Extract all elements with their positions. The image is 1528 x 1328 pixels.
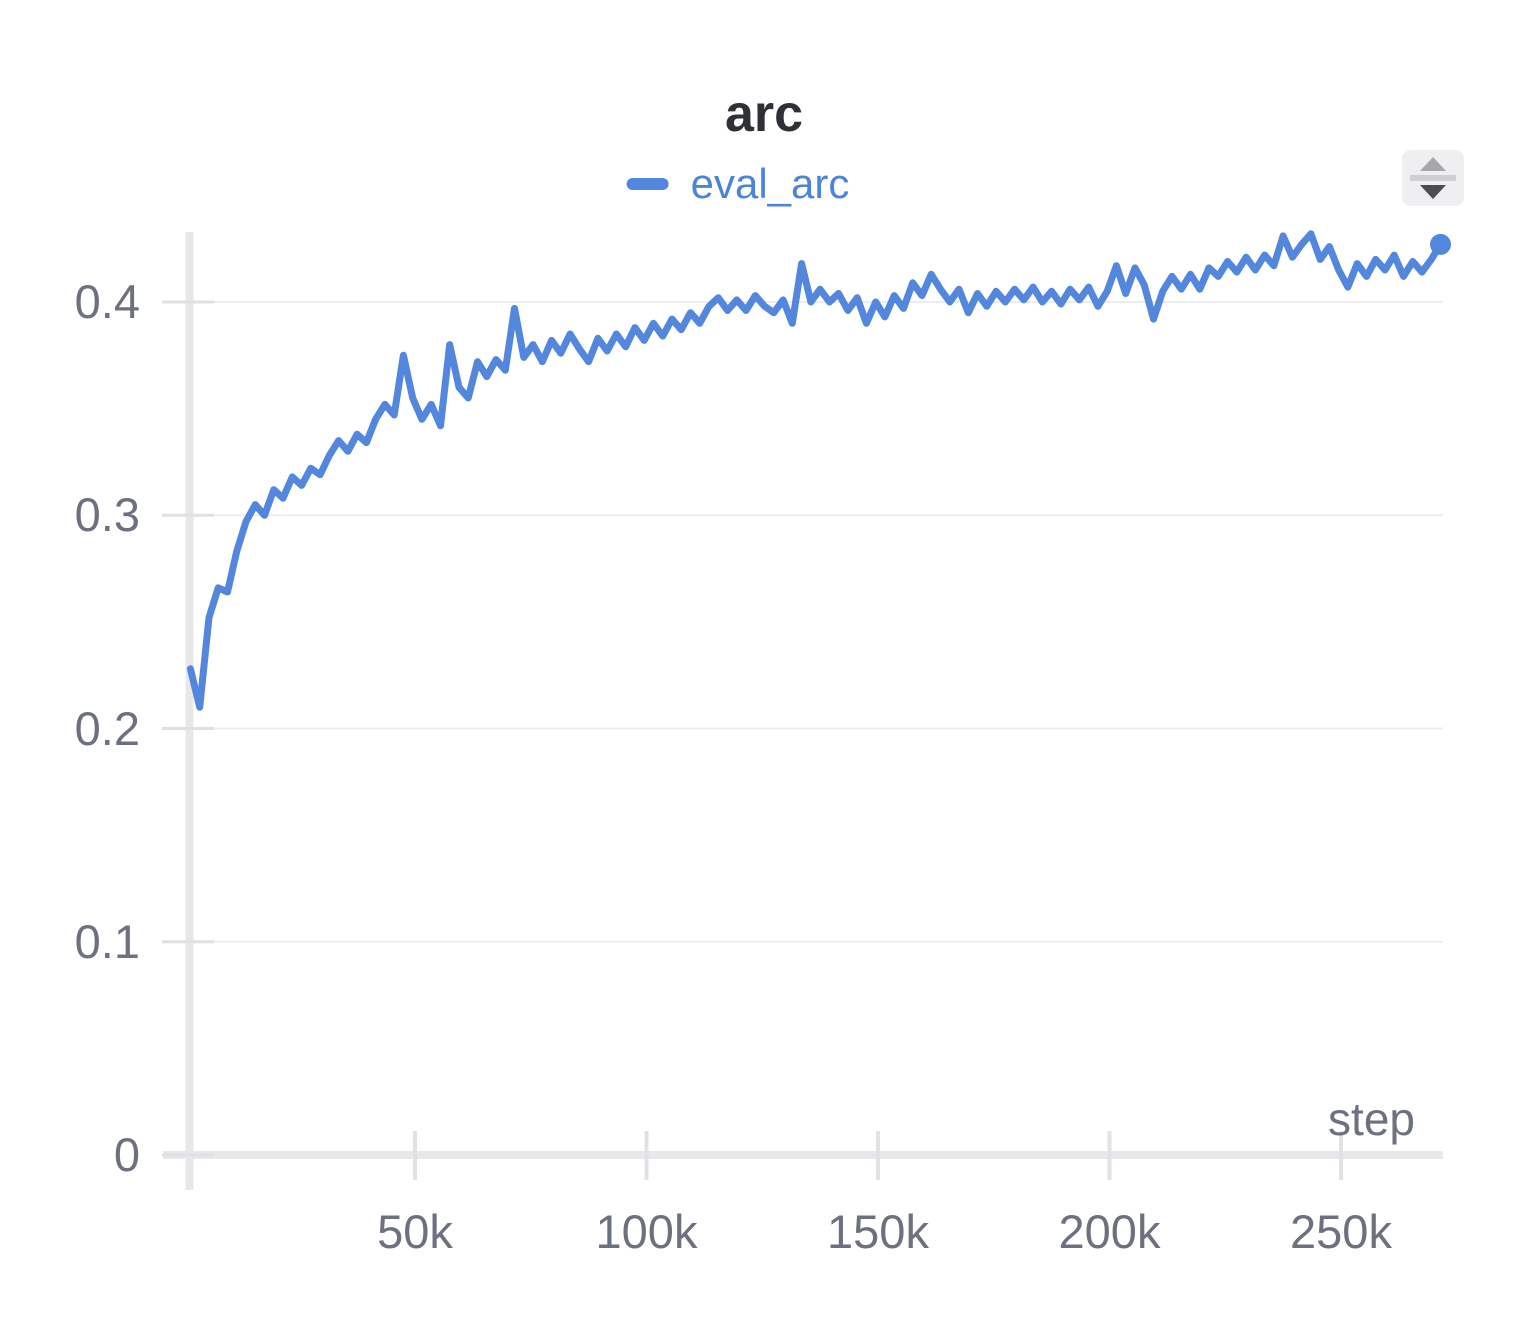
- series-endpoint-dot: [1430, 233, 1451, 255]
- divider-bar-icon: [1410, 175, 1456, 181]
- legend-series-label: eval_arc: [690, 160, 850, 207]
- panel-resize-button[interactable]: [1402, 150, 1464, 206]
- triangle-down-icon: [1420, 185, 1446, 199]
- legend-dash-icon: [626, 178, 669, 190]
- y-axis-line: [185, 232, 194, 1190]
- triangle-up-icon: [1420, 157, 1446, 171]
- legend[interactable]: eval_arc: [626, 160, 850, 208]
- page-title: arc: [724, 85, 804, 143]
- x-axis-line: [163, 1151, 1443, 1159]
- series-line: [186, 230, 1444, 711]
